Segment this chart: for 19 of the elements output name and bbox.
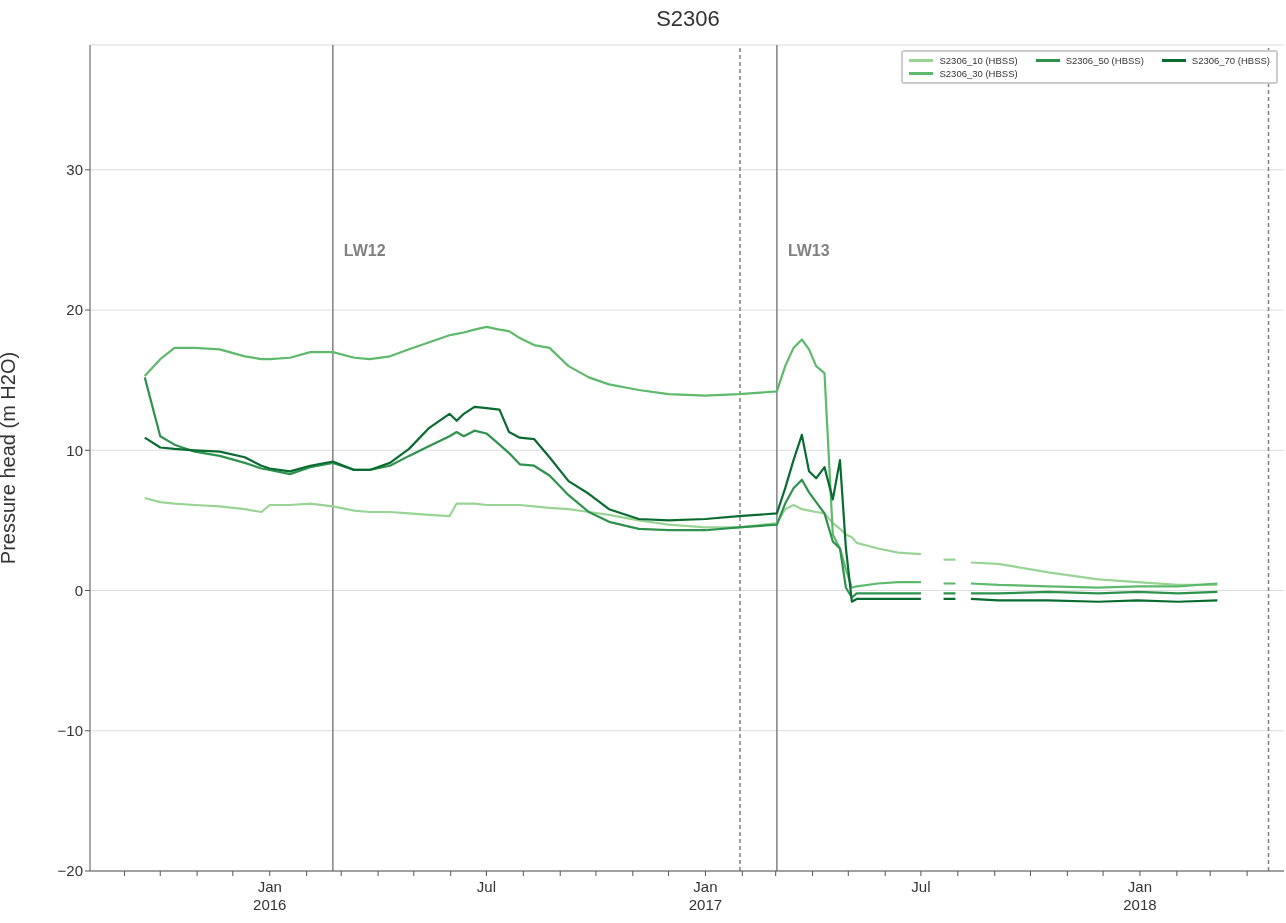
legend-label: S2306_30 (HBSS)	[938, 68, 1018, 79]
y-tick-label: 30	[66, 161, 83, 179]
y-axis-title: Pressure head (m H2O)	[0, 351, 20, 565]
x-tick-label: Jan 2018	[1123, 878, 1157, 913]
y-tick-label: −10	[57, 722, 83, 740]
legend-label: S2306_10 (HBSS)	[938, 55, 1018, 66]
chart-title: S2306	[655, 6, 721, 32]
x-tick-label: Jan 2016	[253, 878, 287, 913]
legend-label: S2306_50 (HBSS)	[1064, 55, 1144, 66]
x-tick-label: Jan 2017	[688, 878, 723, 913]
y-tick-label: 0	[74, 581, 83, 599]
ref-line-label: LW12	[343, 242, 386, 259]
x-tick-label: Jul	[476, 878, 497, 895]
y-tick-label: 20	[66, 301, 83, 319]
y-tick-label: 10	[66, 441, 83, 459]
ref-line-label: LW13	[787, 242, 830, 259]
y-tick-label: −20	[57, 862, 83, 880]
legend-label: S2306_70 (HBSS)	[1190, 55, 1270, 66]
x-tick-label: Jul	[911, 878, 931, 895]
